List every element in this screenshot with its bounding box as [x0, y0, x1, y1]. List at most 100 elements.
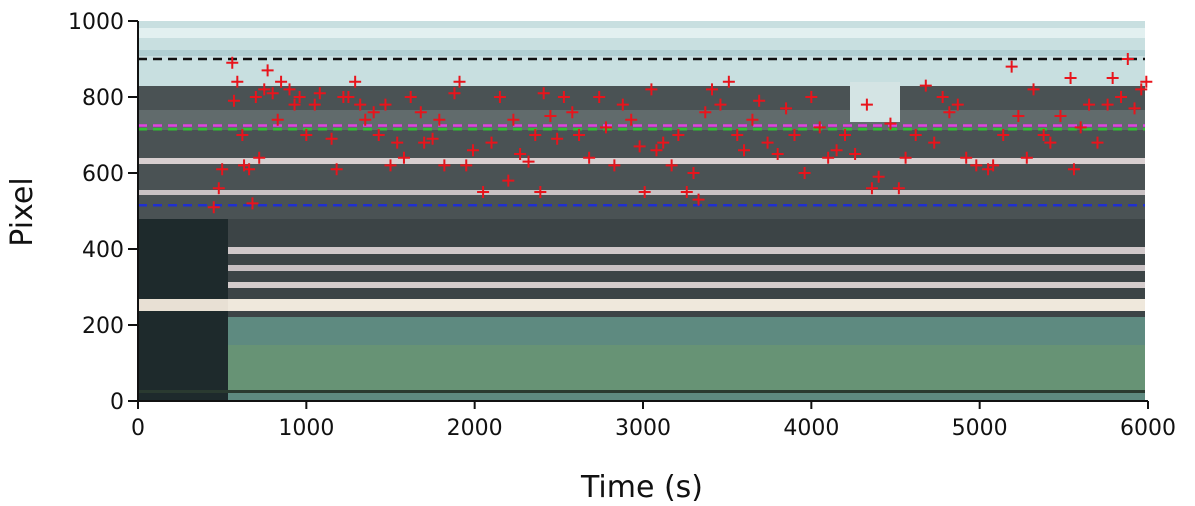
- cross-marker: [236, 129, 249, 141]
- cross-marker: [433, 113, 446, 126]
- cross-marker: [283, 83, 296, 96]
- cross-marker: [1012, 110, 1025, 122]
- cross-marker: [448, 87, 461, 100]
- cross-marker: [884, 117, 897, 130]
- cross-marker: [466, 144, 479, 157]
- cross-marker: [731, 129, 744, 141]
- cross-marker: [330, 163, 343, 176]
- cross-marker: [899, 151, 912, 164]
- cross-marker: [414, 106, 427, 119]
- cross-marker: [359, 113, 372, 126]
- cross-marker: [253, 151, 266, 164]
- cross-marker: [507, 113, 520, 126]
- cross-marker: [313, 87, 326, 100]
- cross-marker: [970, 159, 983, 172]
- cross-marker: [680, 186, 693, 198]
- cross-marker: [771, 148, 784, 160]
- cross-marker: [391, 136, 404, 149]
- cross-marker: [714, 98, 727, 111]
- cross-marker: [1135, 83, 1148, 96]
- cross-marker: [537, 87, 550, 100]
- cross-marker: [1037, 129, 1050, 141]
- cross-marker: [805, 91, 818, 103]
- cross-marker: [672, 129, 685, 141]
- cross-marker: [534, 186, 547, 198]
- cross-marker: [300, 129, 313, 141]
- cross-marker: [246, 197, 259, 210]
- cross-marker: [645, 83, 658, 96]
- cross-marker: [960, 151, 973, 164]
- cross-marker: [692, 193, 705, 206]
- cross-marker: [379, 98, 392, 111]
- cross-marker: [722, 75, 735, 88]
- cross-marker: [493, 91, 506, 103]
- plot: [138, 53, 1153, 214]
- cross-marker: [354, 98, 367, 111]
- cross-marker: [928, 136, 941, 149]
- cross-marker: [822, 151, 835, 164]
- cross-marker: [987, 159, 1000, 172]
- cross-marker: [1054, 110, 1067, 122]
- cross-marker: [418, 136, 431, 149]
- cross-marker: [1067, 163, 1080, 176]
- cross-marker: [997, 129, 1010, 141]
- cross-marker: [529, 129, 542, 141]
- cross-marker: [746, 113, 759, 126]
- cross-marker: [293, 91, 306, 103]
- cross-marker: [325, 132, 338, 145]
- cross-marker: [951, 98, 964, 111]
- cross-marker: [404, 91, 417, 103]
- cross-marker: [342, 91, 355, 103]
- cross-marker: [216, 163, 229, 176]
- x-tick-label: 6000: [1120, 416, 1176, 441]
- cross-marker: [1083, 98, 1096, 111]
- cross-marker: [261, 64, 274, 77]
- cross-marker: [593, 91, 606, 103]
- x-tick-label: 2000: [447, 416, 503, 441]
- cross-marker: [943, 106, 956, 119]
- cross-marker: [207, 201, 220, 214]
- cross-marker: [753, 94, 766, 107]
- cross-marker: [1027, 83, 1040, 96]
- cross-marker: [522, 155, 535, 168]
- cross-marker: [738, 144, 750, 157]
- cross-marker: [349, 75, 362, 88]
- x-tick-label: 0: [131, 416, 145, 441]
- cross-marker: [453, 75, 466, 88]
- cross-marker: [780, 102, 793, 115]
- x-tick-label: 3000: [615, 416, 671, 441]
- cross-marker: [1140, 75, 1153, 88]
- cross-marker: [872, 170, 885, 183]
- x-axis-title: Time (s): [580, 470, 703, 505]
- cross-marker: [788, 129, 801, 141]
- cross-marker: [544, 110, 557, 122]
- cross-marker: [599, 121, 612, 134]
- cross-marker: [258, 83, 271, 96]
- cross-marker: [231, 75, 244, 88]
- cross-marker: [919, 79, 932, 92]
- cross-marker: [650, 144, 663, 157]
- cross-marker: [865, 182, 878, 195]
- y-tick-label: 400: [82, 238, 124, 263]
- x-tick-label: 4000: [783, 416, 839, 441]
- cross-marker: [397, 151, 410, 164]
- cross-marker: [1074, 121, 1087, 134]
- y-tick-label: 0: [110, 390, 124, 415]
- x-tick-label: 1000: [278, 416, 334, 441]
- cross-marker: [616, 98, 629, 111]
- cross-marker: [813, 121, 826, 134]
- cross-marker: [477, 186, 490, 198]
- cross-marker: [633, 140, 646, 153]
- cross-marker: [566, 106, 579, 119]
- cross-marker: [706, 83, 719, 96]
- cross-marker: [1121, 53, 1134, 65]
- cross-marker: [1106, 72, 1119, 84]
- cross-marker: [573, 129, 586, 141]
- cross-marker: [665, 159, 678, 172]
- cross-marker: [243, 163, 256, 176]
- y-tick-label: 600: [82, 162, 124, 187]
- cross-marker: [936, 91, 949, 103]
- cross-marker: [849, 148, 862, 160]
- cross-marker: [551, 132, 564, 145]
